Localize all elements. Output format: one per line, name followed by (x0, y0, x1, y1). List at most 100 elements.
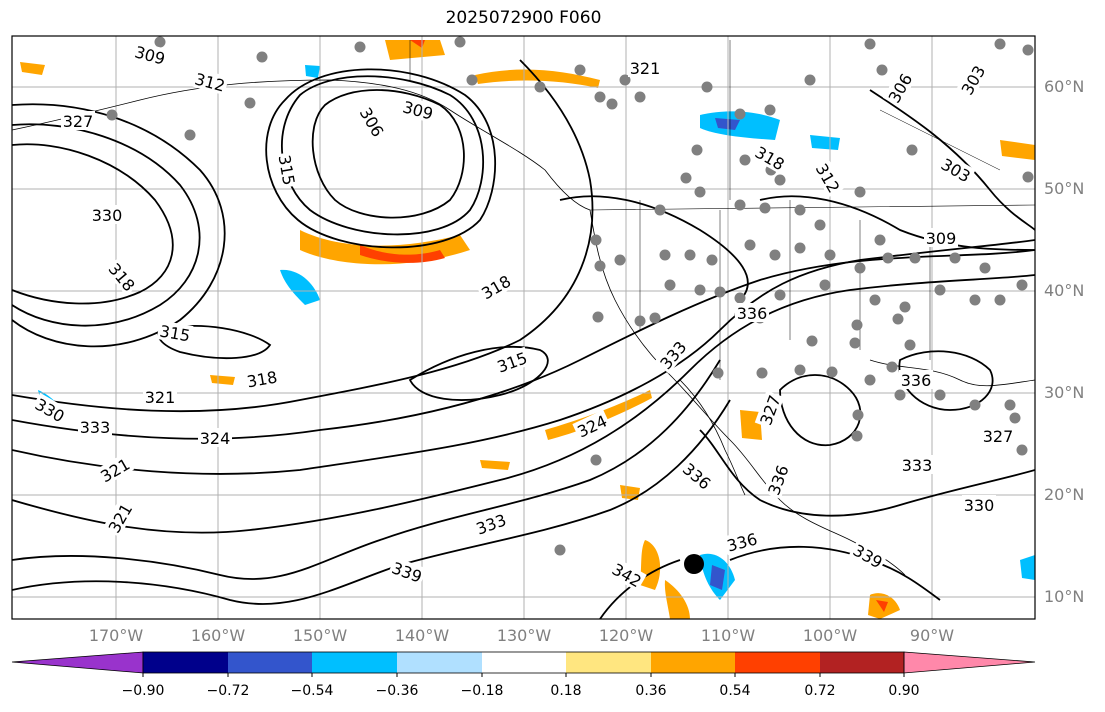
contour-label-text: 336 (737, 304, 768, 323)
shade-patch (876, 600, 888, 612)
contour-label-bg (275, 151, 300, 189)
station-dot (826, 366, 838, 378)
shade-patch (280, 269, 320, 305)
colorbar-tick-label: 0.72 (804, 683, 836, 699)
station-dot (244, 97, 256, 109)
lon-label: 150°W (292, 626, 348, 645)
station-dot (886, 361, 898, 373)
contour-label-bg (981, 426, 1015, 445)
station-dot (614, 254, 626, 266)
shade-patch (1020, 555, 1035, 580)
contour-label: 333 (900, 455, 934, 475)
station-dot (851, 319, 863, 331)
station-dot (849, 337, 861, 349)
station-dots (106, 36, 1034, 556)
shade-patch (480, 460, 510, 470)
lat-label: 10°N (1044, 587, 1085, 606)
contour-label-bg (882, 68, 917, 108)
station-dot (594, 91, 606, 103)
colorbar-swatch (820, 652, 904, 673)
coastline (12, 79, 591, 211)
contour-line (759, 195, 1035, 251)
station-dot (1004, 399, 1016, 411)
contour-label-bg (607, 557, 647, 592)
contour-label-bg (355, 102, 390, 142)
contour-label-bg (811, 158, 846, 198)
shade-patch (385, 40, 445, 60)
shade-patch (305, 65, 320, 78)
contour-line (699, 429, 1035, 517)
colorbar-swatch (228, 652, 312, 673)
colorbar-tick-label: −0.18 (460, 683, 504, 699)
lat-label: 50°N (1044, 179, 1085, 198)
station-dot (874, 234, 886, 246)
contour-label: 336 (899, 370, 933, 390)
colorbar-swatch (143, 652, 228, 673)
station-dot (869, 294, 881, 306)
contour-label: 306 (882, 68, 917, 108)
contour-label-bg (131, 40, 170, 69)
station-dot (734, 292, 746, 304)
contour-label-text: 327 (983, 427, 1014, 446)
contour-label-text: 333 (902, 456, 933, 475)
station-dot (590, 234, 602, 246)
station-dot (994, 294, 1006, 306)
station-dot (256, 51, 268, 63)
contour-line (12, 143, 174, 305)
colorbar-tick-label: 0.18 (550, 683, 582, 699)
coastline (589, 209, 781, 501)
contour-label: 321 (143, 387, 177, 407)
contour-label-bg (30, 392, 70, 427)
map-title: 2025072900 F060 (445, 8, 602, 28)
lon-label: 130°W (496, 626, 552, 645)
contour-label-bg (198, 428, 232, 447)
contour-label-bg (61, 111, 95, 130)
station-dot (1016, 444, 1028, 456)
colorbar-swatch (651, 652, 735, 673)
station-dot (649, 312, 661, 324)
contour-label: 333 (78, 417, 112, 437)
contour-label-text: 327 (63, 112, 94, 131)
contour-label: 342 (607, 557, 647, 592)
contour-line (157, 325, 272, 360)
colorbar-swatch (11, 651, 144, 674)
contour-line (12, 59, 594, 413)
contour-label-text: 321 (145, 388, 176, 407)
station-dot (454, 36, 466, 48)
colorbar-tick-label: −0.72 (206, 683, 250, 699)
map-frame (11, 35, 1036, 620)
contour-line (12, 359, 721, 580)
station-dot (744, 239, 756, 251)
station-dot (814, 219, 826, 231)
station-dot (714, 286, 726, 298)
coastline (409, 40, 1001, 200)
contour-line (408, 346, 549, 401)
station-dot (804, 74, 816, 86)
station-dot (864, 38, 876, 50)
contour-label: 336 (735, 303, 769, 323)
lon-label: 90°W (909, 626, 955, 645)
station-dot (734, 108, 746, 120)
station-dot (851, 430, 863, 442)
contour-label-bg (399, 95, 438, 124)
station-dot (680, 172, 692, 184)
contour-label-bg (243, 366, 281, 391)
contour-label-text: 309 (926, 229, 957, 248)
contour-label-bg (476, 269, 516, 304)
contour-label-bg (900, 455, 934, 474)
station-dot (712, 367, 724, 379)
station-dot (794, 364, 806, 376)
lon-label: 100°W (802, 626, 858, 645)
contour-label-bg (492, 346, 532, 377)
station-dot (934, 284, 946, 296)
contour-label-bg (750, 140, 790, 175)
station-dot (854, 262, 866, 274)
station-dot (794, 242, 806, 254)
contour-label-bg (848, 538, 888, 573)
station-dot (554, 544, 566, 556)
contour-line (898, 350, 994, 411)
station-dot (594, 260, 606, 272)
colorbar-swatch (566, 652, 651, 673)
contour-line (265, 68, 497, 249)
